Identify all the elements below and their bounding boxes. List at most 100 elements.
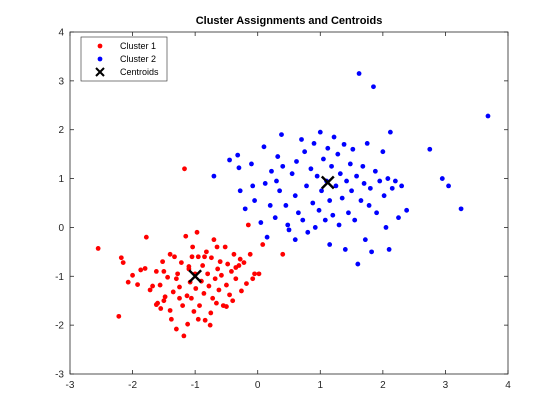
cluster-2-point: [327, 198, 333, 203]
cluster-2-point: [377, 178, 383, 184]
cluster-2-point: [352, 217, 358, 223]
cluster-2-point: [227, 157, 232, 163]
cluster-2-point: [264, 234, 270, 240]
cluster-1-point: [233, 276, 239, 282]
cluster-1-point: [177, 295, 182, 301]
cluster-1-point: [224, 304, 229, 309]
cluster-2-point: [316, 207, 322, 213]
cluster-1-point: [195, 254, 201, 260]
cluster-1-point: [167, 308, 173, 313]
cluster-1-point: [147, 287, 153, 293]
x-tick-label: 0: [255, 380, 261, 391]
cluster-2-point: [279, 132, 284, 138]
cluster-1-point: [207, 322, 213, 328]
cluster-2-point: [366, 203, 372, 208]
cluster-1-point: [185, 321, 191, 327]
cluster-1-point: [197, 303, 202, 308]
y-tick-label: 1: [58, 174, 64, 185]
cluster-2-point: [330, 212, 336, 218]
cluster-1-point: [160, 259, 166, 265]
cluster-1-point: [227, 292, 232, 298]
cluster-1-point: [244, 281, 249, 287]
cluster-1-point: [180, 303, 186, 308]
axes-box: [69, 31, 509, 375]
legend-cluster-2-icon: [97, 56, 103, 62]
cluster-1-point: [208, 310, 214, 316]
cluster-2-point: [235, 152, 241, 158]
cluster-2-point: [380, 149, 386, 155]
data-points: [95, 71, 491, 339]
cluster-2-point: [399, 183, 405, 189]
cluster-2-point: [237, 188, 243, 194]
y-tick-label: 2: [58, 125, 64, 136]
cluster-2-point: [275, 154, 281, 159]
cluster-1-point: [142, 266, 148, 271]
cluster-2-point: [325, 145, 331, 151]
cluster-2-point: [327, 242, 333, 247]
cluster-1-point: [158, 306, 164, 311]
cluster-1-point: [247, 251, 253, 257]
cluster-1-point: [118, 255, 124, 261]
cluster-1-point: [181, 333, 187, 339]
axis-ticks: [69, 31, 509, 375]
cluster-1-point: [229, 269, 234, 274]
cluster-2-point: [262, 181, 268, 186]
x-tick-label: -2: [128, 380, 137, 391]
cluster-1-point: [245, 222, 251, 228]
cluster-2-point: [346, 210, 351, 216]
cluster-2-point: [385, 176, 391, 181]
cluster-1-point: [167, 251, 173, 257]
cluster-2-point: [350, 146, 356, 152]
cluster-2-point: [311, 140, 317, 146]
cluster-2-point: [446, 183, 451, 189]
cluster-1-point: [216, 287, 222, 293]
cluster-1-point: [150, 283, 155, 289]
cluster-1-point: [153, 269, 159, 274]
cluster-2-point: [302, 149, 308, 155]
y-tick-label: -2: [55, 321, 64, 332]
cluster-2-point: [367, 185, 373, 191]
cluster-1-point: [161, 269, 167, 274]
x-tick-label: -3: [66, 380, 75, 391]
cluster-2-point: [342, 247, 348, 252]
cluster-1-point: [212, 276, 218, 282]
cluster-1-point: [178, 260, 184, 266]
legend-centroids-label: Centroids: [120, 67, 159, 77]
legend-centroid-stroke: [95, 67, 105, 77]
cluster-1-point: [130, 272, 135, 278]
cluster-1-point: [211, 237, 217, 243]
cluster-1-point: [252, 271, 257, 277]
cluster-2-point: [242, 206, 248, 212]
cluster-2-point: [369, 249, 374, 255]
cluster-1-point: [189, 254, 195, 260]
cluster-2-point: [312, 225, 318, 230]
cluster-1-point: [182, 166, 187, 172]
centroid-marker: [320, 175, 335, 190]
cluster-1-point: [233, 265, 239, 270]
cluster-1-point: [177, 284, 182, 290]
cluster-1-point: [250, 276, 256, 282]
cluster-2-point: [236, 165, 242, 171]
cluster-1-point: [135, 282, 140, 287]
cluster-2-point: [381, 193, 387, 199]
cluster-1-point: [209, 255, 214, 261]
cluster-2-point: [258, 220, 264, 225]
cluster-2-point: [277, 188, 283, 194]
cluster-1-point: [116, 313, 122, 319]
cluster-2-point: [280, 163, 286, 169]
cluster-2-point: [289, 171, 295, 177]
cluster-1-point: [204, 249, 209, 255]
cluster-2-point: [458, 206, 464, 212]
centroid-stroke: [320, 175, 335, 190]
plot-area: [69, 31, 509, 375]
cluster-2-point: [267, 203, 273, 208]
cluster-1-point: [173, 326, 179, 332]
chart-title: Cluster Assignments and Centroids: [196, 15, 383, 27]
cluster-2-point: [272, 215, 278, 221]
legend-cluster-1-label: Cluster 1: [120, 41, 156, 51]
cluster-1-point: [219, 272, 224, 278]
cluster-2-point: [250, 183, 256, 189]
x-tick-label: 1: [318, 380, 324, 391]
cluster-1-point: [214, 244, 220, 250]
cluster-1-point: [200, 263, 206, 268]
